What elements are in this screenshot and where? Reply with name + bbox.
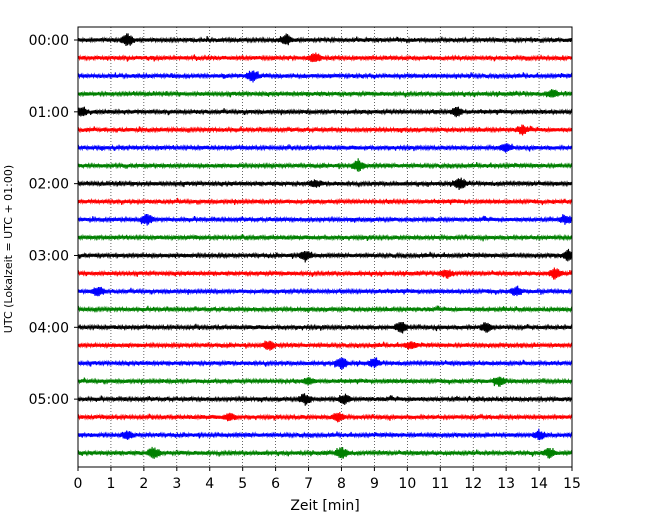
trace-8 [77, 177, 573, 190]
trace-23 [77, 446, 573, 459]
y-axis-ticks: 00:00 01:00 02:00 03:00 04:00 05:00 [29, 33, 78, 408]
trace-5 [77, 124, 573, 136]
x-tick-label-14: 14 [530, 476, 548, 492]
x-tick-label-13: 13 [497, 476, 515, 492]
y-tick-label-3: 03:00 [29, 248, 69, 264]
x-tick-label-3: 3 [172, 476, 181, 492]
x-tick-label-15: 15 [563, 476, 581, 492]
trace-10 [77, 213, 573, 226]
trace-13 [77, 267, 573, 280]
x-tick-label-5: 5 [238, 476, 247, 492]
trace-14 [77, 285, 573, 297]
trace-18 [77, 357, 573, 370]
y-tick-label-0: 00:00 [29, 33, 69, 49]
trace-7 [77, 158, 573, 172]
trace-layer [77, 33, 573, 459]
x-axis-label: Zeit [min] [290, 498, 359, 514]
trace-6 [77, 143, 573, 153]
trace-15 [77, 305, 573, 314]
x-tick-label-12: 12 [464, 476, 482, 492]
trace-3 [77, 89, 573, 98]
grid-layer [110, 27, 540, 467]
trace-4 [77, 106, 573, 118]
trace-21 [77, 412, 573, 423]
x-tick-label-1: 1 [106, 476, 115, 492]
trace-17 [77, 340, 573, 351]
trace-19 [77, 376, 573, 387]
x-tick-label-4: 4 [205, 476, 214, 492]
y-tick-label-2: 02:00 [29, 177, 69, 193]
x-tick-label-11: 11 [431, 476, 449, 492]
y-tick-label-4: 04:00 [29, 320, 69, 336]
x-tick-label-6: 6 [271, 476, 280, 492]
trace-22 [77, 428, 573, 441]
y-tick-label-5: 05:00 [29, 392, 69, 408]
trace-16 [77, 321, 573, 334]
plot-frame [77, 26, 573, 468]
trace-12 [77, 248, 573, 263]
trace-0 [77, 33, 573, 47]
y-axis-label: UTC (Lokalzeit = UTC + 01:00) [2, 165, 15, 333]
x-tick-label-0: 0 [74, 476, 83, 492]
x-tick-label-8: 8 [337, 476, 346, 492]
trace-1 [77, 52, 573, 63]
x-tick-label-9: 9 [370, 476, 379, 492]
y-tick-label-1: 01:00 [29, 105, 69, 121]
trace-20 [77, 393, 573, 406]
trace-9 [77, 197, 573, 206]
x-tick-label-10: 10 [398, 476, 416, 492]
x-tick-label-7: 7 [304, 476, 313, 492]
trace-11 [77, 233, 573, 242]
trace-2 [77, 70, 573, 83]
x-axis-ticks: 0 1 2 3 4 5 6 7 8 9 10 11 12 13 14 15 [74, 467, 581, 492]
x-tick-label-2: 2 [139, 476, 148, 492]
